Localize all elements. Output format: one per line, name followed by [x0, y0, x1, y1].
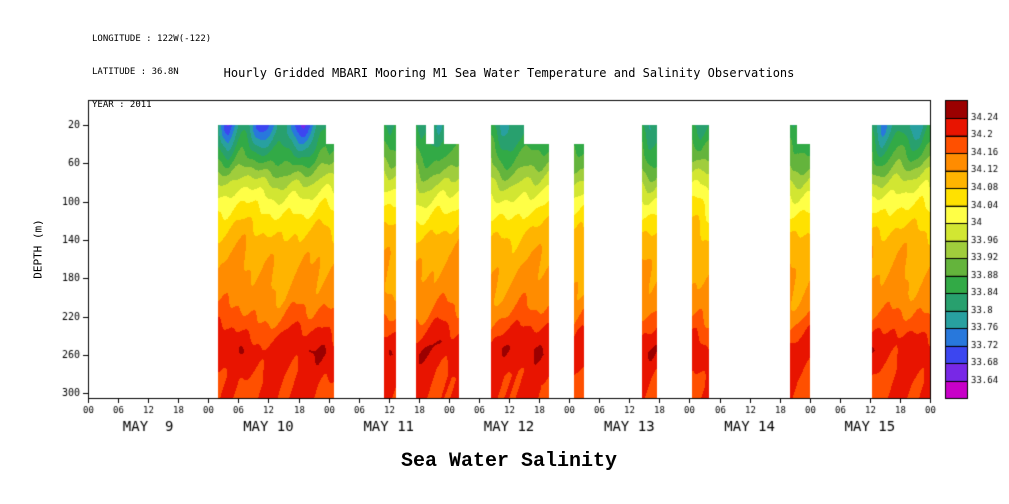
- location-metadata: LONGITUDE : 122W(-122) LATITUDE : 36.8N …: [92, 12, 211, 122]
- chart-footer-title: Sea Water Salinity: [400, 450, 618, 473]
- latitude-label: LATITUDE : 36.8N: [92, 67, 179, 77]
- longitude-label: LONGITUDE : 122W(-122): [92, 34, 212, 44]
- y-axis-label: DEPTH (m): [31, 219, 45, 279]
- chart-title: Hourly Gridded MBARI Mooring M1 Sea Wate…: [223, 66, 795, 80]
- year-label: YEAR : 2011: [92, 100, 152, 110]
